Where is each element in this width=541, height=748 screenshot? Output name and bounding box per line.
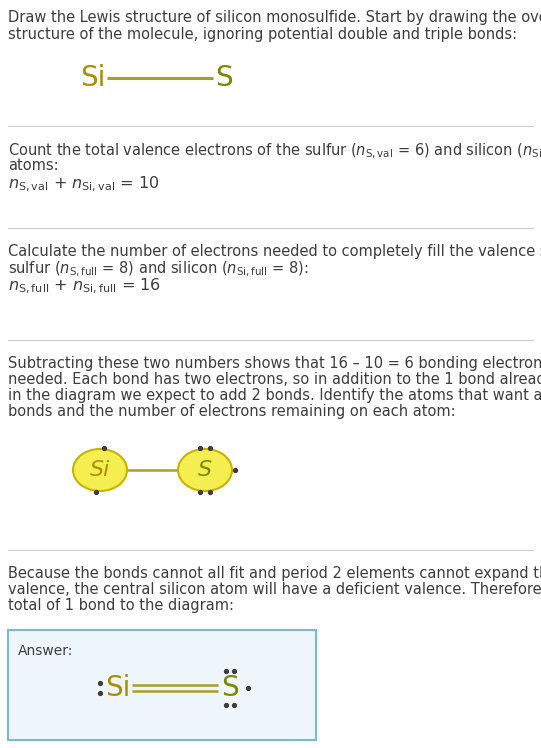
Text: in the diagram we expect to add 2 bonds. Identify the atoms that want additional: in the diagram we expect to add 2 bonds.…: [8, 388, 541, 403]
Text: bonds and the number of electrons remaining on each atom:: bonds and the number of electrons remain…: [8, 404, 456, 419]
Text: $n_{\rm S,full}$ + $n_{\rm Si,full}$ = 16: $n_{\rm S,full}$ + $n_{\rm Si,full}$ = 1…: [8, 277, 161, 296]
Text: S: S: [221, 674, 239, 702]
Text: Si: Si: [105, 674, 131, 702]
Text: needed. Each bond has two electrons, so in addition to the 1 bond already presen: needed. Each bond has two electrons, so …: [8, 372, 541, 387]
Text: total of 1 bond to the diagram:: total of 1 bond to the diagram:: [8, 598, 234, 613]
Text: sulfur ($n_{\rm S,full}$ = 8) and silicon ($n_{\rm Si,full}$ = 8):: sulfur ($n_{\rm S,full}$ = 8) and silico…: [8, 260, 309, 279]
Text: structure of the molecule, ignoring potential double and triple bonds:: structure of the molecule, ignoring pote…: [8, 27, 517, 42]
Ellipse shape: [178, 449, 232, 491]
Text: $n_{\rm S,val}$ + $n_{\rm Si,val}$ = 10: $n_{\rm S,val}$ + $n_{\rm Si,val}$ = 10: [8, 175, 160, 194]
Text: S: S: [198, 460, 212, 480]
Text: Si: Si: [80, 64, 105, 92]
Text: atoms:: atoms:: [8, 158, 58, 173]
FancyBboxPatch shape: [8, 630, 316, 740]
Ellipse shape: [73, 449, 127, 491]
Text: Count the total valence electrons of the sulfur ($n_{\rm S,val}$ = 6) and silico: Count the total valence electrons of the…: [8, 142, 541, 162]
Text: Si: Si: [90, 460, 110, 480]
Text: Calculate the number of electrons needed to completely fill the valence shells f: Calculate the number of electrons needed…: [8, 244, 541, 259]
Text: Draw the Lewis structure of silicon monosulfide. Start by drawing the overall: Draw the Lewis structure of silicon mono…: [8, 10, 541, 25]
Text: Answer:: Answer:: [18, 644, 74, 658]
Text: valence, the central silicon atom will have a deficient valence. Therefore we ad: valence, the central silicon atom will h…: [8, 582, 541, 597]
Text: Subtracting these two numbers shows that 16 – 10 = 6 bonding electrons are: Subtracting these two numbers shows that…: [8, 356, 541, 371]
Text: Because the bonds cannot all fit and period 2 elements cannot expand their: Because the bonds cannot all fit and per…: [8, 566, 541, 581]
Text: S: S: [215, 64, 233, 92]
